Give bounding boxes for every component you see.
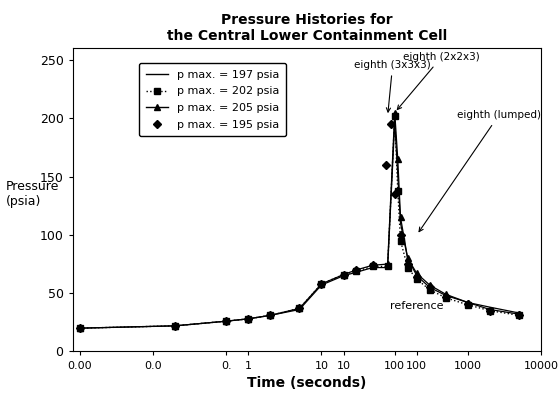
Text: eighth (lumped): eighth (lumped) — [419, 110, 541, 231]
Text: Pressure
(psia): Pressure (psia) — [6, 180, 59, 208]
Text: eighth (2x2x3): eighth (2x2x3) — [397, 52, 480, 109]
Text: eighth (3x3x3): eighth (3x3x3) — [354, 60, 431, 112]
X-axis label: Time (seconds): Time (seconds) — [247, 376, 367, 390]
Text: reference: reference — [390, 301, 444, 311]
Title: Pressure Histories for
the Central Lower Containment Cell: Pressure Histories for the Central Lower… — [167, 13, 447, 43]
Legend: p max. = 197 psia, p max. = 202 psia, p max. = 205 psia, p max. = 195 psia: p max. = 197 psia, p max. = 202 psia, p … — [139, 63, 286, 137]
